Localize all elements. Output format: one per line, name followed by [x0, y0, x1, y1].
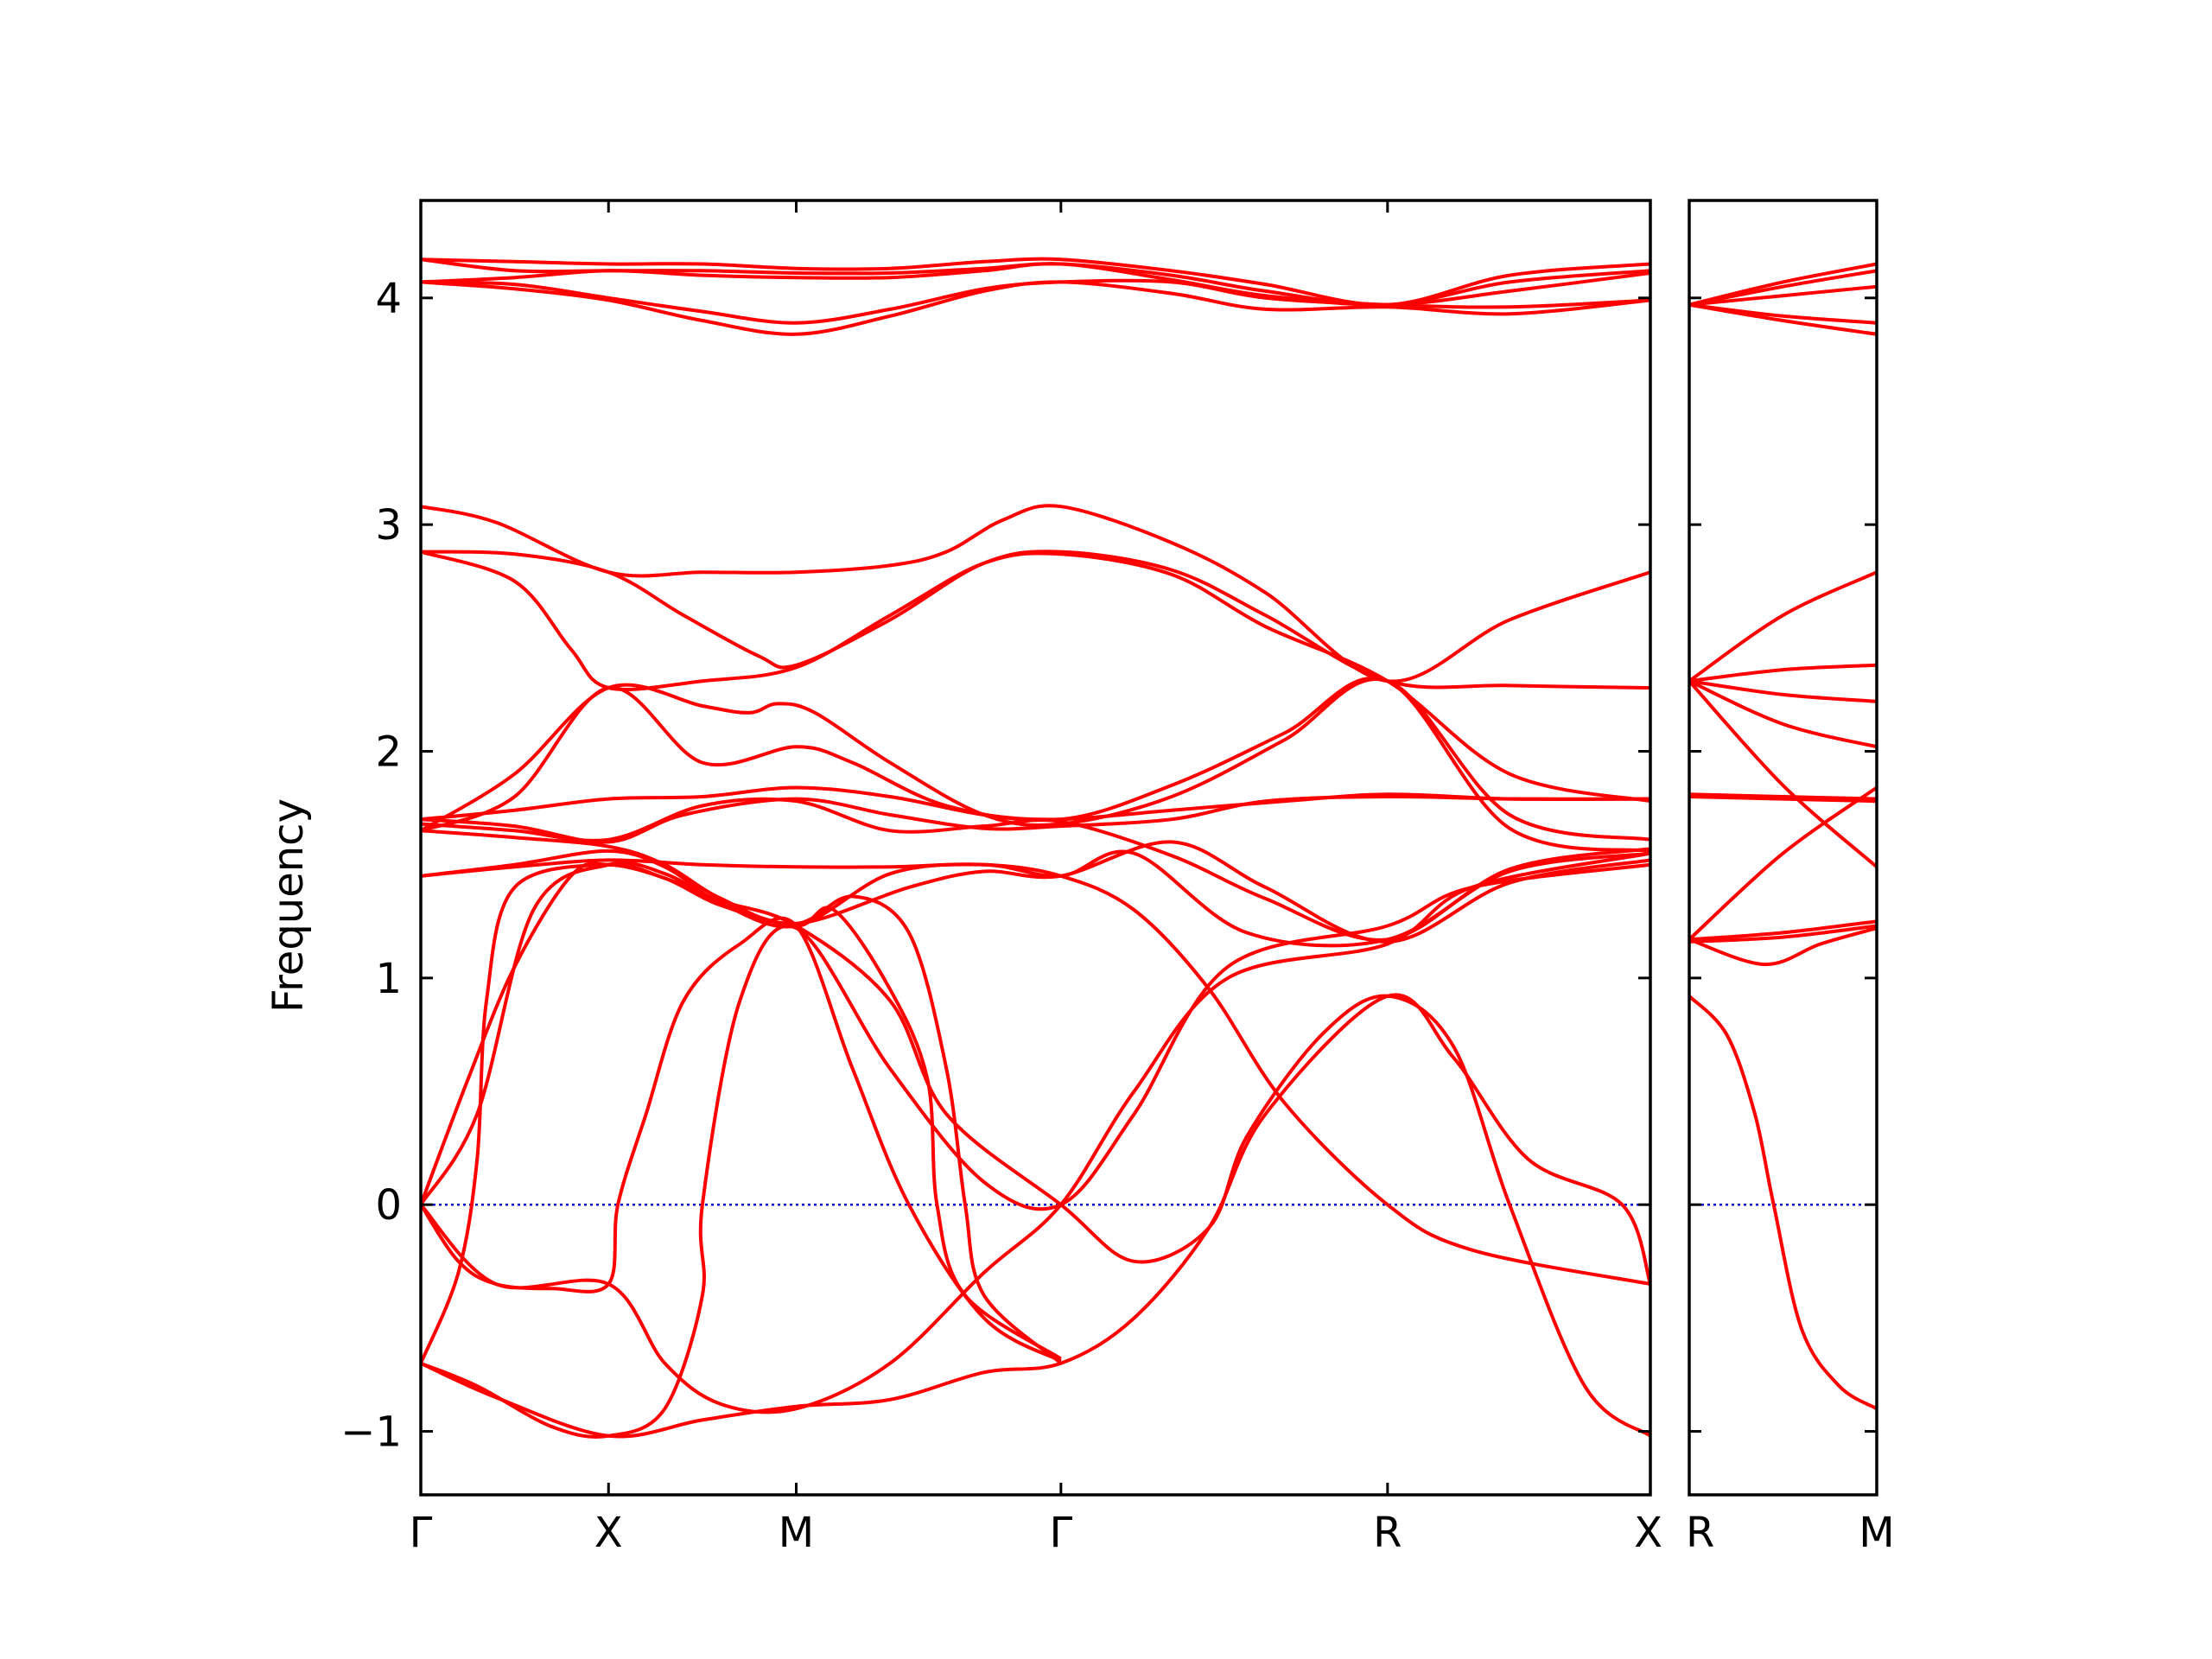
band-line-17: [1689, 995, 1877, 1411]
k-point-label: Γ: [1049, 1509, 1072, 1557]
band-line-4: [421, 278, 1650, 325]
band-line-6: [421, 504, 1650, 683]
k-point-label: M: [779, 1509, 814, 1557]
band-line-14: [1689, 919, 1877, 942]
band-line-11: [421, 785, 1650, 822]
band-line-7: [421, 550, 1650, 690]
k-point-label: Γ: [410, 1509, 433, 1557]
bands-group: [1689, 262, 1877, 1411]
band-line-16: [421, 858, 1650, 1286]
band-line-14: [421, 829, 1650, 944]
axes-frame: [1688, 199, 1878, 1497]
y-tick-label: 2: [375, 728, 402, 777]
y-tick-label: 3: [375, 501, 402, 550]
y-tick-label: 0: [375, 1181, 402, 1230]
band-line-5: [421, 280, 1650, 336]
y-tick-label: 1: [375, 955, 402, 1003]
band-line-5: [1689, 302, 1877, 336]
band-line-3: [1689, 284, 1877, 307]
band-line-8: [421, 550, 1650, 804]
band-line-2: [1689, 269, 1877, 307]
band-line-15: [1689, 924, 1877, 944]
band-line-7: [1689, 663, 1877, 683]
axes-frame: [419, 199, 1652, 1497]
band-line-8: [1689, 679, 1877, 703]
k-point-label: X: [1634, 1509, 1662, 1557]
y-axis-label: Frequency: [264, 798, 313, 1013]
band-line-23: [421, 993, 1650, 1439]
band-line-12: [421, 794, 1650, 844]
y-tick-label: 4: [375, 275, 402, 323]
k-point-label: R: [1373, 1509, 1402, 1557]
band-line-11: [1689, 792, 1877, 801]
band-line-22: [421, 851, 1650, 1414]
band-line-20: [421, 862, 1650, 1438]
band-line-18: [421, 861, 1062, 1361]
band-line-21: [421, 862, 1650, 1439]
band-line-9: [421, 677, 1650, 842]
band-line-6: [1689, 570, 1877, 683]
panel-path-1: −1 0 1 2 3 4 Γ X M Γ R X: [340, 199, 1662, 1557]
y-tick-label: −1: [340, 1408, 402, 1457]
band-line-13: [1689, 785, 1877, 941]
band-line-19: [421, 916, 1062, 1363]
k-point-label: M: [1859, 1509, 1894, 1557]
band-line-10: [1689, 679, 1877, 868]
band-line-9: [1689, 679, 1877, 749]
band-line-16: [1689, 926, 1877, 967]
bands-group: [421, 257, 1650, 1439]
k-point-label: R: [1686, 1509, 1714, 1557]
k-point-label: X: [594, 1509, 623, 1557]
